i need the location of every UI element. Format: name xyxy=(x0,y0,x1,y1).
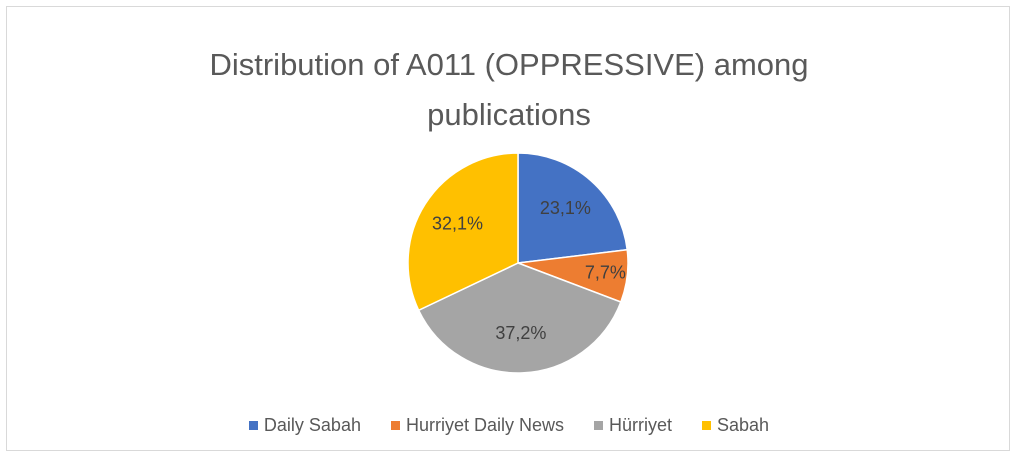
legend-item: Sabah xyxy=(702,415,769,436)
data-label: 37,2% xyxy=(495,323,546,343)
pie-slice xyxy=(417,262,622,374)
pie-slice xyxy=(517,152,629,264)
legend-swatch xyxy=(390,421,400,430)
chart-frame xyxy=(6,6,1010,451)
legend-label: Hurriyet Daily News xyxy=(405,415,564,435)
pie-slice xyxy=(407,152,519,312)
legend-label: Sabah xyxy=(717,415,770,435)
legend-swatch xyxy=(248,421,258,430)
legend-item: Hürriyet xyxy=(594,415,672,436)
legend-item: Daily Sabah xyxy=(248,415,361,436)
legend-swatch xyxy=(594,421,603,430)
legend: Daily Sabah Hurriyet Daily News Hürriyet Sa… xyxy=(0,415,1018,436)
data-label: 7,7% xyxy=(585,262,626,282)
data-label: 23,1% xyxy=(540,198,591,218)
data-label: 32,1% xyxy=(432,214,483,234)
legend-swatch xyxy=(702,421,712,430)
legend-label: Hürriyet xyxy=(609,415,673,435)
chart-title: Distribution of A011 (OPPRESSIVE) among … xyxy=(209,47,809,132)
legend-label: Daily Sabah xyxy=(263,415,361,435)
legend-item: Hurriyet Daily News xyxy=(390,415,564,436)
